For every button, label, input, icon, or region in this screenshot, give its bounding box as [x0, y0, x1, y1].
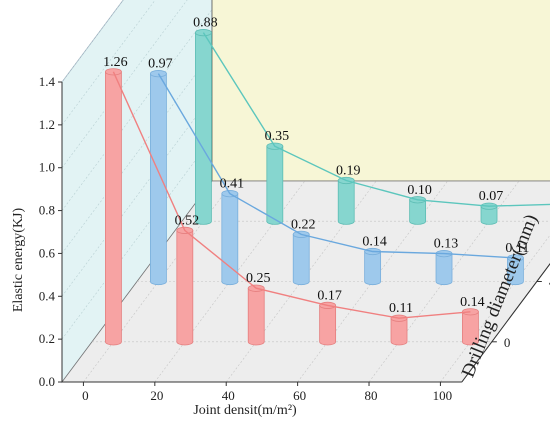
bar-body [105, 71, 122, 346]
bar-body [337, 180, 355, 225]
x-tick-label: 0 [82, 388, 89, 403]
x-tick-label: 20 [150, 388, 163, 403]
bar-body [266, 145, 284, 225]
bar [319, 301, 337, 346]
data-label: 0.17 [317, 288, 342, 303]
series-line [157, 73, 516, 259]
data-label: 0.14 [460, 295, 485, 310]
y-tick-label: 1.4 [39, 74, 56, 89]
y-tick-label: 0.8 [39, 203, 55, 218]
bar-body [480, 205, 498, 225]
bar [364, 247, 382, 286]
data-label: 0.07 [479, 189, 504, 204]
grid-line-left [61, 52, 213, 254]
data-label: 0.25 [246, 271, 271, 286]
bar-body [150, 73, 167, 286]
data-label: 0.35 [265, 129, 290, 144]
data-label: 0.52 [175, 213, 200, 228]
bar [150, 70, 167, 286]
y-tick-label: 0.0 [39, 374, 55, 389]
bar-body [195, 32, 212, 225]
data-label: 1.26 [103, 55, 128, 70]
x-axis-title: Joint densit(m/m²) [193, 403, 297, 418]
bar-body [435, 253, 453, 286]
bar-top [462, 308, 479, 316]
bar-body [462, 311, 479, 346]
x-tick-label: 60 [293, 388, 306, 403]
bar [195, 29, 212, 225]
bar-body [409, 199, 427, 225]
chart-marks: 0.880.350.190.100.070.080.970.410.220.14… [103, 16, 550, 346]
data-label: 0.19 [336, 163, 361, 178]
data-label: 0.22 [291, 217, 316, 232]
z-tick-label: 4 [549, 275, 550, 290]
data-label: 0.14 [362, 235, 387, 250]
bar-body [176, 229, 194, 346]
y-axis-title: Elastic energy(KJ) [11, 208, 26, 313]
bar [390, 314, 408, 346]
data-label: 0.97 [148, 57, 173, 72]
series-line [202, 32, 550, 207]
bar-body [507, 257, 524, 286]
bar [435, 250, 453, 286]
data-label: 0.11 [389, 301, 413, 316]
z-tick-label: 0 [504, 335, 511, 350]
series-0mm: 1.26 0.52 0.25 0.17 0.11 0.14 [103, 55, 485, 346]
data-label: 0.41 [220, 177, 245, 192]
y-tick-label: 0.6 [39, 245, 56, 260]
x-tick-label: 100 [433, 388, 453, 403]
bar [292, 230, 310, 286]
bar-body [221, 193, 239, 286]
y-tick-label: 0.2 [39, 331, 55, 346]
y-tick-label: 1.2 [39, 117, 55, 132]
grid-line-left [61, 95, 213, 297]
grid-line-left [61, 9, 213, 211]
series-line [112, 71, 471, 319]
data-label: 0.11 [505, 241, 529, 256]
bar [176, 226, 194, 346]
bar [507, 254, 524, 286]
bar [409, 196, 427, 225]
data-label: 0.10 [407, 183, 432, 198]
grid-line-left [61, 0, 124, 83]
bar-body [319, 304, 337, 346]
grid-line-left [61, 137, 213, 340]
bar [247, 284, 265, 346]
series-8mm: 0.880.350.190.100.070.08 [193, 16, 550, 225]
bar-body [292, 233, 310, 286]
chart-axes: 0.00.20.40.60.81.01.21.4020406080100048 [39, 74, 550, 403]
data-label: 0.88 [193, 16, 218, 31]
x-tick-label: 40 [222, 388, 235, 403]
data-label: 0.13 [434, 237, 459, 252]
y-tick-label: 0.4 [39, 288, 56, 303]
bar [266, 142, 284, 225]
bar-body [364, 251, 382, 286]
grid-line-left [61, 0, 188, 168]
back-wall [211, 0, 550, 182]
bar [337, 176, 355, 225]
bar-body [390, 317, 408, 346]
bar [462, 308, 479, 346]
grid-line-left [61, 0, 156, 126]
bar-body [247, 287, 265, 346]
bar [105, 68, 122, 346]
x-tick-label: 80 [365, 388, 378, 403]
y-tick-label: 1.0 [39, 160, 55, 175]
series-4mm: 0.97 0.41 0.22 0.14 0.13 0.11 [148, 57, 529, 286]
